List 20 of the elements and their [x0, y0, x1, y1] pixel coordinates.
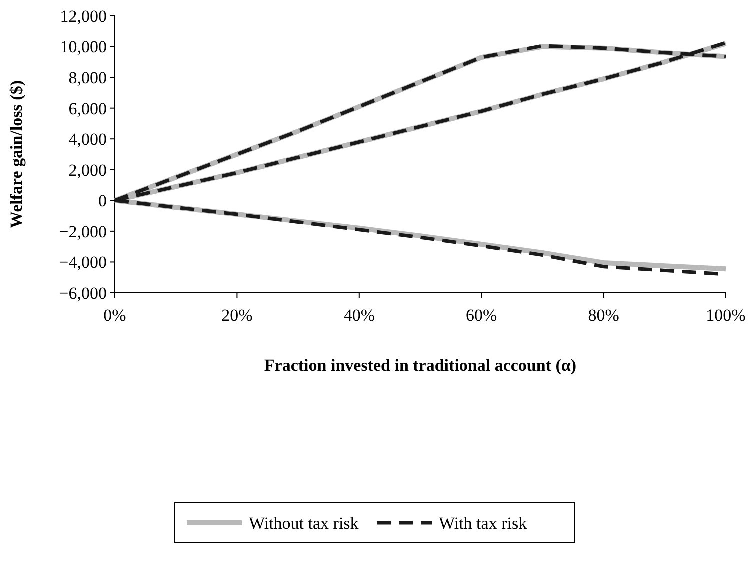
x-tick-label: 0%: [104, 306, 126, 325]
x-axis-title: Fraction invested in traditional account (α): [264, 356, 577, 375]
y-axis-title: Welfare gain/loss ($): [7, 80, 26, 228]
x-tick-label: 20%: [222, 306, 253, 325]
y-tick-label: −4,000: [59, 253, 107, 272]
legend-label: With tax risk: [439, 514, 528, 533]
y-tick-label: 0: [98, 192, 107, 211]
y-tick-label: 6,000: [68, 99, 107, 118]
y-tick-label: −2,000: [59, 222, 107, 242]
y-tick-label: 12,000: [60, 6, 107, 26]
x-tick-label: 40%: [344, 306, 375, 325]
legend-label: Without tax risk: [249, 514, 360, 533]
x-tick-label: 80%: [588, 306, 620, 325]
y-tick-label: −6,000: [59, 284, 107, 303]
y-tick-label: 2,000: [68, 160, 107, 180]
y-tick-label: 10,000: [60, 38, 107, 57]
x-tick-label: 60%: [466, 306, 498, 325]
y-tick-label: 8,000: [68, 68, 107, 88]
y-tick-label: 4,000: [68, 130, 107, 150]
x-tick-label: 100%: [706, 306, 746, 325]
